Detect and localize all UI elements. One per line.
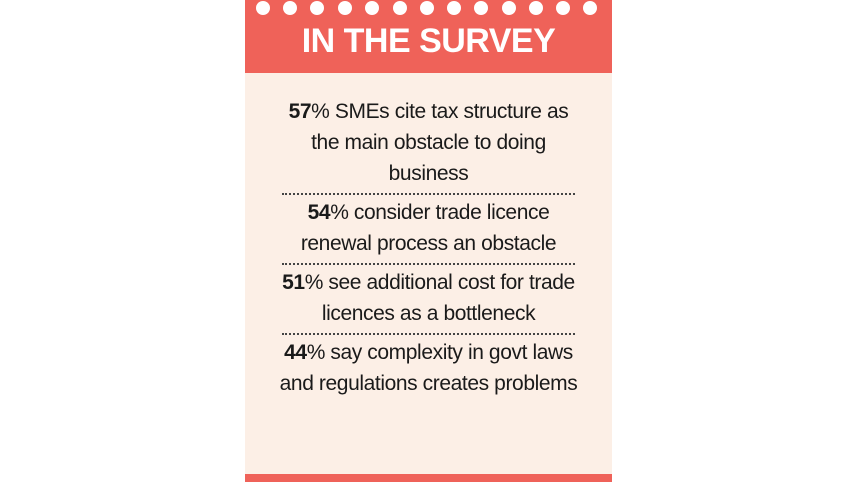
item-text: % SMEs cite tax structure as the main ob… — [311, 100, 569, 185]
item-value: 54 — [307, 201, 331, 224]
item-value: 51 — [282, 271, 305, 294]
survey-item: 51% see additional cost for trade licenc… — [278, 265, 579, 333]
footer-strip — [245, 474, 612, 482]
header: IN THE SURVEY — [245, 0, 612, 73]
survey-item: 54% consider trade licence renewal proce… — [278, 195, 579, 263]
binding-dots — [256, 1, 597, 15]
item-list: 57% SMEs cite tax structure as the main … — [278, 94, 579, 403]
dotted-divider — [282, 333, 575, 335]
dotted-divider — [282, 263, 575, 265]
survey-card: IN THE SURVEY 57% SMEs cite tax structur… — [245, 0, 612, 482]
item-text: % say complexity in govt laws and regula… — [279, 341, 578, 395]
title: IN THE SURVEY — [301, 22, 556, 60]
item-text: % consider trade licence renewal process… — [300, 201, 557, 255]
survey-item: 44% say complexity in govt laws and regu… — [278, 335, 579, 403]
dotted-divider — [282, 193, 575, 195]
item-text: % see additional cost for trade licences… — [304, 271, 576, 325]
item-value: 44 — [284, 341, 307, 364]
item-value: 57 — [288, 100, 312, 123]
survey-item: 57% SMEs cite tax structure as the main … — [278, 94, 579, 193]
